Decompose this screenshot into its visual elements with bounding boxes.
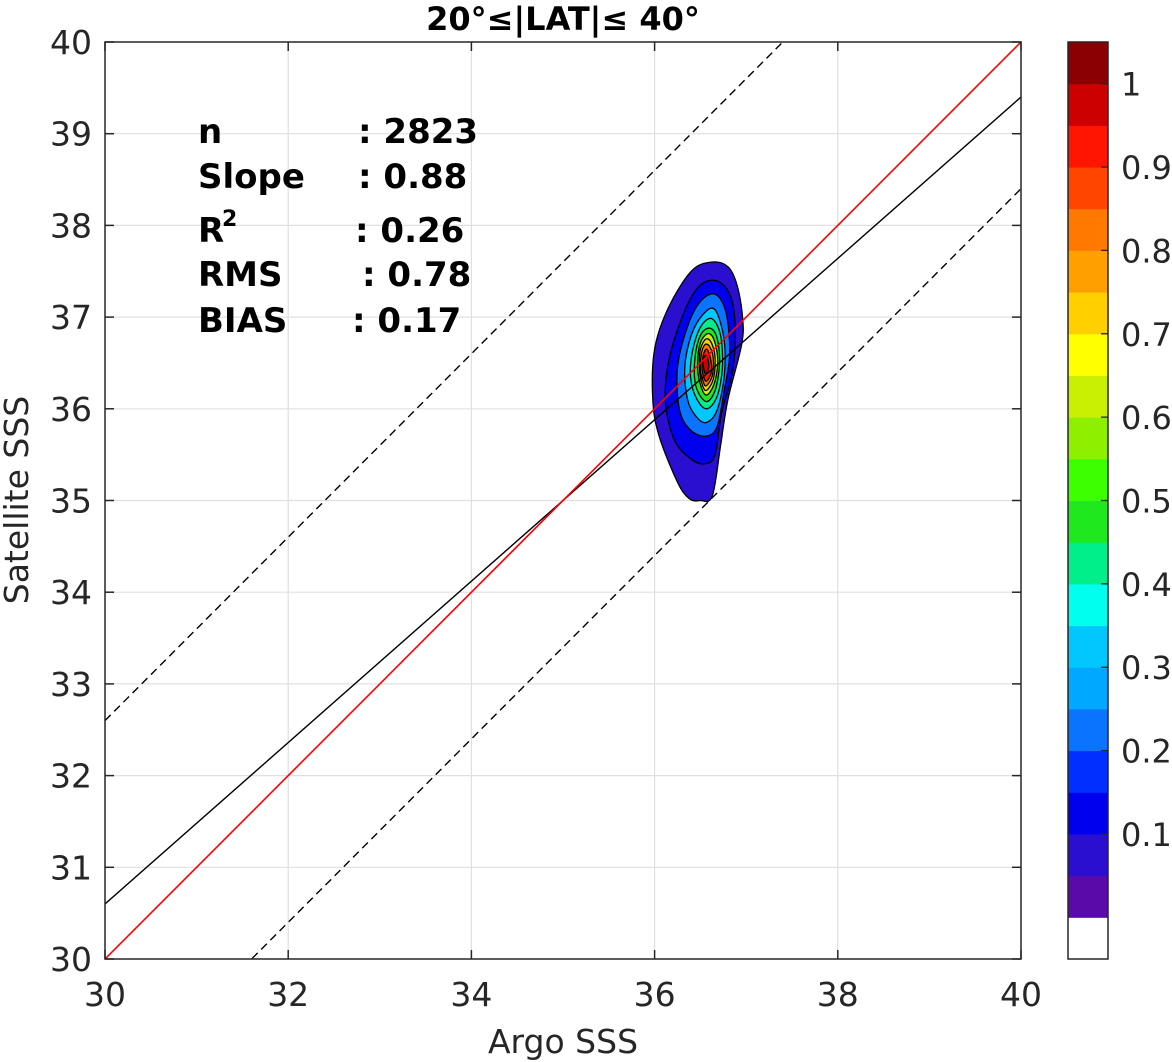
chart-title: 20°≤|LAT|≤ 40° — [426, 0, 700, 39]
stat-label: BIAS — [198, 301, 287, 341]
stat-value: : 0.88 — [358, 157, 467, 197]
lower-bound-dashed-line — [250, 188, 1021, 959]
one-to-one-line — [105, 42, 1021, 959]
x-tick-label: 40 — [1000, 975, 1042, 1014]
reference-lines — [105, 42, 1021, 959]
stat-value: : 0.78 — [362, 255, 471, 295]
colorbar-segment — [1068, 167, 1108, 210]
statistics-box: n : 2823 Slope : 0.88 R2 : 0.26 RMS : 0.78 BIAS:… — [198, 112, 478, 341]
colorbar-segment — [1068, 708, 1108, 752]
y-tick-label: 40 — [50, 23, 92, 62]
x-axis-label: Argo SSS — [488, 1022, 638, 1061]
contour-level-0_95 — [702, 354, 710, 375]
colorbar-segment — [1068, 83, 1108, 126]
x-tick-label: 30 — [84, 975, 126, 1014]
x-tick-label: 38 — [817, 975, 859, 1014]
grid-lines — [105, 42, 1021, 959]
y-tick-label: 39 — [50, 115, 92, 154]
stat-label: RMS — [198, 255, 283, 295]
colorbar-segment — [1068, 208, 1108, 251]
colorbar-segment — [1068, 667, 1108, 710]
colorbar-segment — [1068, 833, 1108, 877]
colorbar-segment — [1068, 125, 1108, 168]
y-tick-label: 32 — [50, 757, 92, 796]
y-tick-label: 35 — [50, 482, 92, 521]
stat-value: : 2823 — [358, 112, 478, 152]
colorbar-segment — [1068, 458, 1108, 501]
colorbar-segment — [1068, 583, 1108, 627]
colorbar-segment — [1068, 625, 1108, 668]
colorbar-segment — [1068, 792, 1108, 835]
colorbar: 0.1 0.2 0.3 0.4 0.5 0.6 0.7 0.8 0.9 1 — [1067, 41, 1172, 960]
colorbar-segment — [1068, 250, 1108, 293]
stat-label-superscript: 2 — [222, 207, 237, 232]
colorbar-segment — [1068, 292, 1108, 335]
colorbar-segment — [1068, 875, 1108, 918]
y-tick-label: 36 — [50, 390, 92, 429]
colorbar-segment — [1068, 42, 1108, 85]
colorbar-tick-label: 0.9 — [1121, 149, 1172, 187]
y-axis-label: Satellite SSS — [0, 396, 36, 605]
colorbar-tick-label: 0.8 — [1121, 232, 1172, 270]
y-tick-label: 38 — [50, 206, 92, 245]
colorbar-segment — [1068, 375, 1108, 418]
colorbar-tick-label: 0.2 — [1121, 733, 1172, 771]
stat-value: : 0.26 — [355, 211, 464, 251]
colorbar-segment — [1068, 333, 1108, 376]
colorbar-segment — [1068, 500, 1108, 543]
colorbar-tick-label: 0.4 — [1121, 566, 1172, 604]
colorbar-segment — [1068, 917, 1108, 960]
x-tick-label: 36 — [634, 975, 676, 1014]
colorbar-tick-label: 0.6 — [1121, 399, 1172, 437]
x-tick-label: 32 — [267, 975, 309, 1014]
stat-label: n — [198, 112, 222, 152]
x-tick-label: 34 — [450, 975, 492, 1014]
stat-value: : 0.17 — [352, 301, 461, 341]
y-tick-label: 34 — [50, 573, 92, 612]
y-tick-label: 33 — [50, 665, 92, 704]
stat-label: Slope — [198, 157, 305, 197]
y-tick-label: 31 — [50, 848, 92, 887]
colorbar-tick-label: 0.7 — [1121, 316, 1172, 354]
colorbar-segment — [1068, 542, 1108, 585]
colorbar-segment — [1068, 750, 1108, 793]
colorbar-tick-label: 0.1 — [1121, 816, 1172, 854]
axis-ticks — [104, 41, 1022, 960]
colorbar-tick-label: 1 — [1121, 66, 1141, 104]
stat-label: R — [198, 211, 224, 251]
y-tick-labels: 30 31 32 33 34 35 36 37 38 39 40 — [50, 23, 92, 979]
x-tick-labels: 30 32 34 36 38 40 — [84, 975, 1042, 1014]
colorbar-tick-label: 0.3 — [1121, 649, 1172, 687]
colorbar-segment — [1068, 417, 1108, 460]
colorbar-tick-label: 0.5 — [1121, 483, 1172, 521]
y-tick-label: 30 — [50, 940, 92, 979]
y-tick-label: 37 — [50, 298, 92, 337]
